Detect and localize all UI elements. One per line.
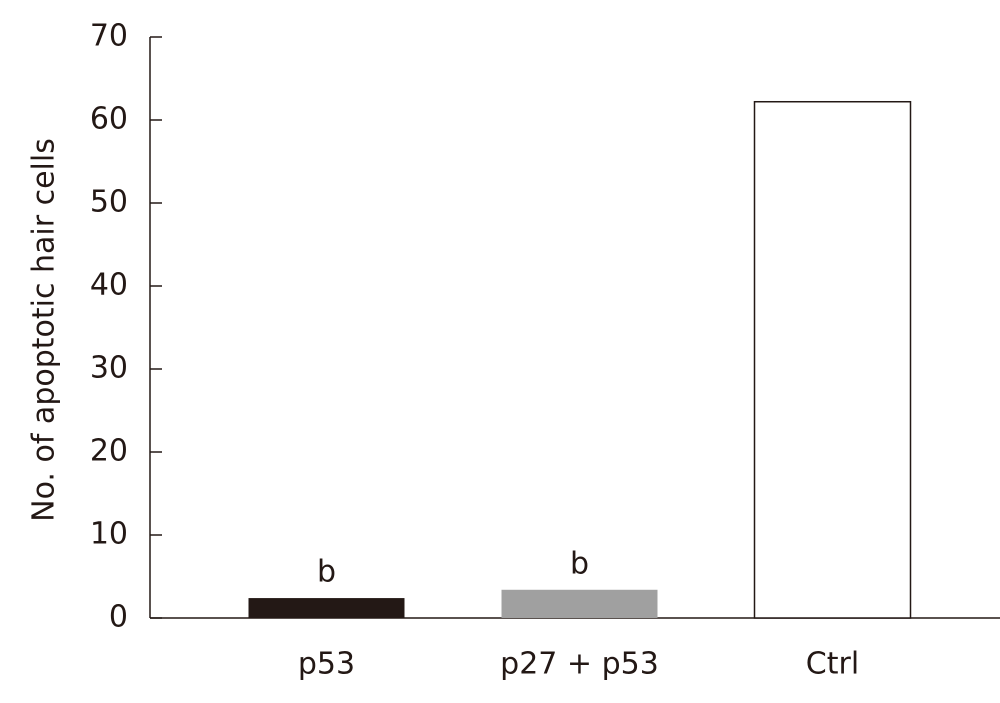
annotation: b [317, 555, 336, 590]
y-axis-label: No. of apoptotic hair cells [27, 138, 62, 522]
bar [248, 598, 405, 618]
y-tick-label: 20 [90, 434, 128, 469]
y-tick-label: 60 [90, 102, 128, 137]
bar [753, 100, 912, 619]
bar [501, 589, 658, 618]
y-tick-label: 70 [90, 19, 128, 54]
x-tick-label: p27 + p53 [500, 647, 659, 682]
annotation: b [570, 546, 589, 581]
y-tick-label: 40 [90, 268, 128, 303]
x-tick-label: p53 [298, 647, 355, 682]
x-tick-label: Ctrl [806, 647, 859, 682]
y-tick-label: 10 [90, 517, 128, 552]
y-tick-label: 30 [90, 351, 128, 386]
y-tick-label: 50 [90, 185, 128, 220]
y-tick-label: 0 [109, 600, 128, 635]
